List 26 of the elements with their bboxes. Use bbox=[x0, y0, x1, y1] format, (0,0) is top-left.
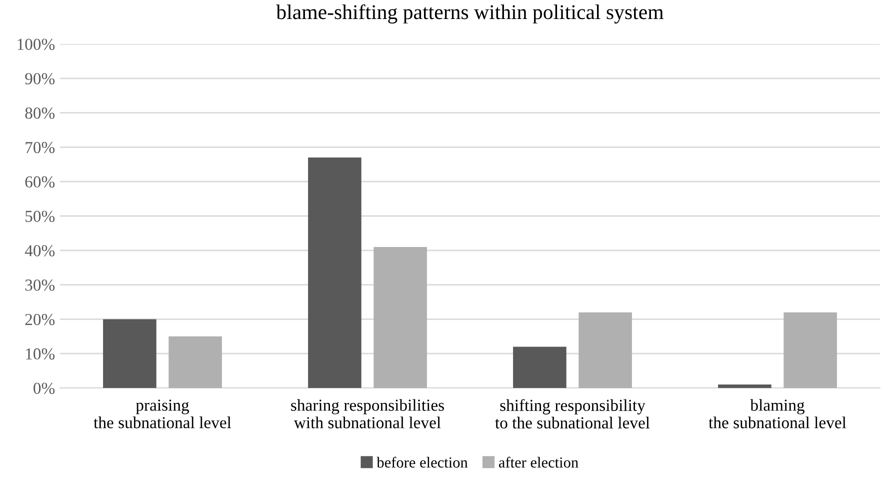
bar bbox=[103, 319, 156, 388]
y-tick-label: 90% bbox=[25, 73, 55, 84]
bar bbox=[308, 158, 362, 388]
bar bbox=[168, 336, 222, 388]
y-tick-label: 50% bbox=[26, 210, 55, 222]
y-tick-label: 40% bbox=[24, 245, 55, 256]
y-tick-label: 100% bbox=[18, 38, 55, 50]
bar bbox=[718, 384, 772, 388]
y-tick-label: 0% bbox=[34, 382, 55, 394]
legend-label: after election bbox=[498, 456, 578, 468]
bar bbox=[513, 346, 566, 388]
y-tick-label: 10% bbox=[26, 348, 55, 360]
chart-title: blame-shifting patterns within political system bbox=[276, 4, 664, 24]
legend-label: before election bbox=[376, 456, 468, 468]
bar bbox=[784, 312, 837, 388]
y-tick-label: 30% bbox=[25, 280, 55, 291]
x-tick-label: sharing responsibilities with subnational level bbox=[291, 399, 444, 428]
bar bbox=[578, 312, 632, 388]
y-tick-label: 20% bbox=[25, 314, 55, 326]
x-tick-label: praising the subnational level bbox=[94, 400, 232, 428]
y-tick-label: 80% bbox=[25, 108, 55, 119]
x-tick-label: blaming the subnational level bbox=[708, 399, 846, 428]
y-tick-label: 70% bbox=[26, 142, 55, 154]
x-tick-label: shifting responsibility to the subnational level bbox=[495, 399, 650, 428]
y-tick-label: 60% bbox=[25, 176, 55, 188]
bar bbox=[374, 246, 427, 388]
